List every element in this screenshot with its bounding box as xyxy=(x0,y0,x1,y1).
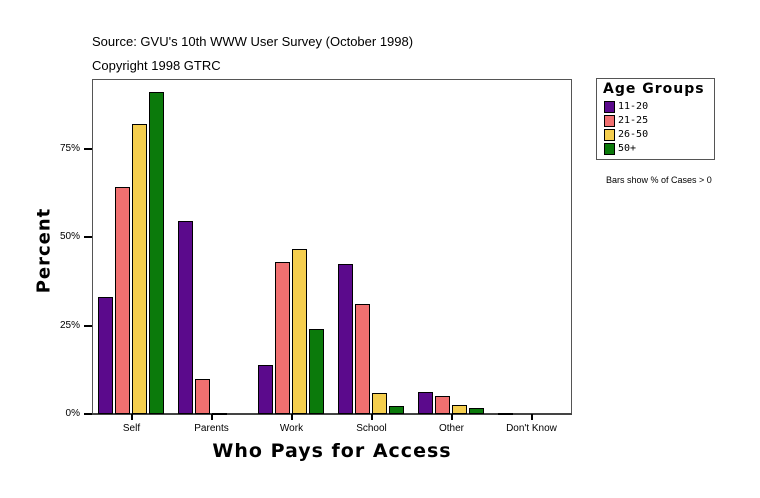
bar-work-50plus xyxy=(309,329,324,414)
bar-school-11-20 xyxy=(338,263,353,414)
x-tick-label: School xyxy=(356,423,387,434)
legend-swatch-icon xyxy=(604,142,615,155)
bar-work-11-20 xyxy=(258,365,273,414)
legend-swatch-icon xyxy=(604,100,615,113)
y-tick xyxy=(84,413,92,415)
y-tick-label: 25% xyxy=(59,319,80,331)
legend-title: Age Groups xyxy=(603,81,705,97)
x-tick xyxy=(290,414,293,420)
legend-label: 50+ xyxy=(618,143,637,154)
y-tick xyxy=(84,236,92,238)
y-tick xyxy=(84,147,92,150)
x-tick xyxy=(370,414,373,420)
chart-copyright: Copyright 1998 GTRC xyxy=(92,58,221,73)
x-tick xyxy=(130,414,133,420)
bar-self-26-50 xyxy=(132,124,147,414)
legend: Age Groups 11-20 21-25 26-50 50+ xyxy=(596,78,715,160)
chart-source: Source: GVU's 10th WWW User Survey (Octo… xyxy=(92,34,414,49)
bar-self-11-20 xyxy=(98,296,113,414)
bar-don-t-know-11-20 xyxy=(498,412,513,415)
legend-label: 26-50 xyxy=(618,129,649,140)
bar-school-21-25 xyxy=(355,304,370,414)
bar-work-21-25 xyxy=(275,261,290,414)
legend-swatch-icon xyxy=(604,114,615,127)
bar-work-26-50 xyxy=(292,249,307,414)
bar-parents-26-50 xyxy=(212,412,227,415)
legend-label: 21-25 xyxy=(618,115,649,126)
y-axis-title: Percent xyxy=(33,207,55,294)
legend-swatch-icon xyxy=(604,128,615,141)
bar-other-11-20 xyxy=(418,392,433,414)
x-tick xyxy=(530,414,533,420)
x-tick-label: Parents xyxy=(194,423,229,434)
legend-item-11-20: 11-20 xyxy=(604,100,648,113)
legend-item-50-plus: 50+ xyxy=(604,142,636,155)
bar-other-50plus xyxy=(469,408,484,414)
chart-note: Bars show % of Cases > 0 xyxy=(606,175,712,185)
plot-area xyxy=(92,79,572,414)
legend-label: 11-20 xyxy=(618,101,649,112)
y-tick-label: 75% xyxy=(59,142,80,154)
y-tick-label: 0% xyxy=(65,408,80,419)
bar-other-26-50 xyxy=(452,405,467,414)
x-tick-label: Don't Know xyxy=(506,423,557,434)
bar-parents-11-20 xyxy=(178,221,193,414)
x-tick-label: Self xyxy=(122,423,141,434)
legend-item-26-50: 26-50 xyxy=(604,128,648,141)
bar-self-21-25 xyxy=(115,187,130,414)
x-tick xyxy=(450,414,453,420)
bar-school-26-50 xyxy=(372,393,387,414)
x-tick-label: Other xyxy=(438,423,464,434)
x-tick-label: Work xyxy=(279,423,304,434)
y-tick xyxy=(84,324,92,327)
x-axis-title: Who Pays for Access xyxy=(212,440,452,462)
x-axis-line xyxy=(92,413,572,415)
legend-item-21-25: 21-25 xyxy=(604,114,648,127)
x-tick xyxy=(210,414,213,420)
y-tick-label: 50% xyxy=(59,231,80,242)
bar-parents-21-25 xyxy=(195,379,210,414)
bar-other-21-25 xyxy=(435,396,450,414)
bar-school-50plus xyxy=(389,406,404,414)
bar-self-50plus xyxy=(149,91,164,414)
